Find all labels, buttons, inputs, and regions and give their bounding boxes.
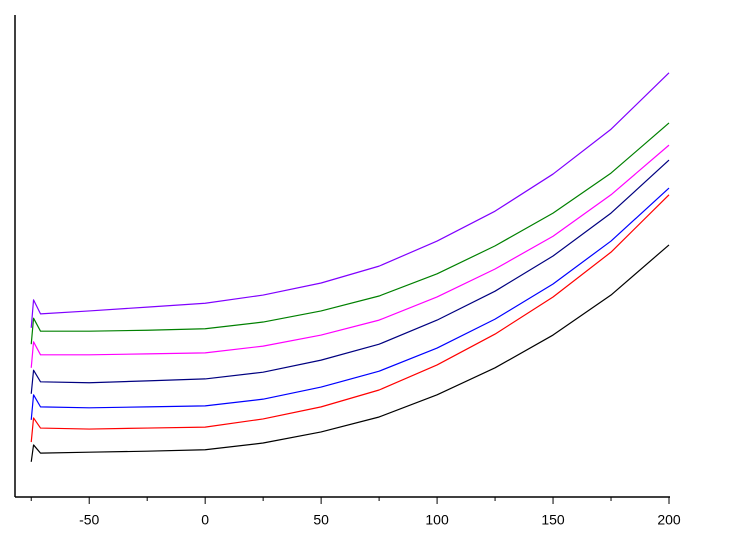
line-series [30, 122, 670, 345]
x-tick-label: 0 [201, 512, 209, 528]
line-series [30, 72, 670, 328]
x-tick-label: -50 [79, 512, 99, 528]
x-tick-label: 100 [425, 512, 449, 528]
x-tick-label: 200 [657, 512, 681, 528]
line-series [30, 159, 670, 394]
line-series [30, 194, 670, 443]
line-series [30, 144, 670, 368]
line-series [30, 244, 670, 462]
line-series [30, 187, 670, 420]
x-tick-label: 150 [541, 512, 565, 528]
x-tick-label: 50 [313, 512, 329, 528]
